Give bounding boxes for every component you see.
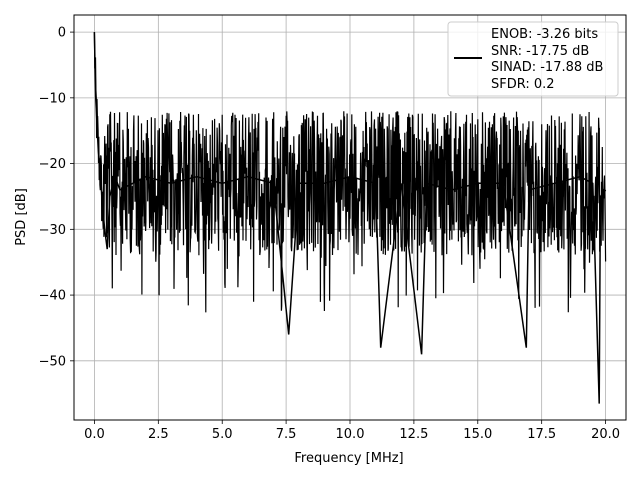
x-tick-label: 7.5: [276, 427, 297, 442]
x-tick-label: 2.5: [148, 427, 169, 442]
y-tick-label: −30: [39, 223, 66, 238]
legend-sfdr: SFDR: 0.2: [491, 77, 555, 92]
x-tick-label: 0.0: [84, 427, 105, 442]
legend-box: [447, 21, 619, 97]
x-tick-label: 20.0: [591, 427, 620, 442]
psd-noise-line: [93, 32, 607, 313]
x-tick-label: 17.5: [527, 427, 556, 442]
y-tick-label: −40: [39, 289, 66, 304]
y-tick-label: −10: [39, 91, 66, 106]
x-axis-label: Frequency [MHz]: [294, 451, 403, 466]
axis-ticks: 0.0 2.5 5.0 7.5 10.0 12.5 15.0 17.5 20.0 0 −10 −20 −…: [39, 26, 620, 442]
y-axis-label: PSD [dB]: [14, 188, 29, 246]
x-tick-label: 5.0: [212, 427, 233, 442]
legend-snr: SNR: -17.75 dB: [491, 44, 589, 59]
y-tick-label: −20: [39, 157, 66, 172]
legend: ENOB: -3.26 bits SNR: -17.75 dB SINAD: -…: [447, 21, 619, 97]
legend-sinad: SINAD: -17.88 dB: [491, 60, 603, 75]
legend-enob: ENOB: -3.26 bits: [491, 27, 598, 42]
x-tick-label: 10.0: [336, 427, 365, 442]
y-tick-label: 0: [58, 26, 66, 41]
psd-series-line: [93, 32, 607, 404]
series-layer: [93, 32, 607, 404]
x-tick-label: 12.5: [399, 427, 428, 442]
y-tick-label: −50: [39, 354, 66, 369]
noise-floor-trace: [93, 32, 607, 313]
x-tick-label: 15.0: [463, 427, 492, 442]
